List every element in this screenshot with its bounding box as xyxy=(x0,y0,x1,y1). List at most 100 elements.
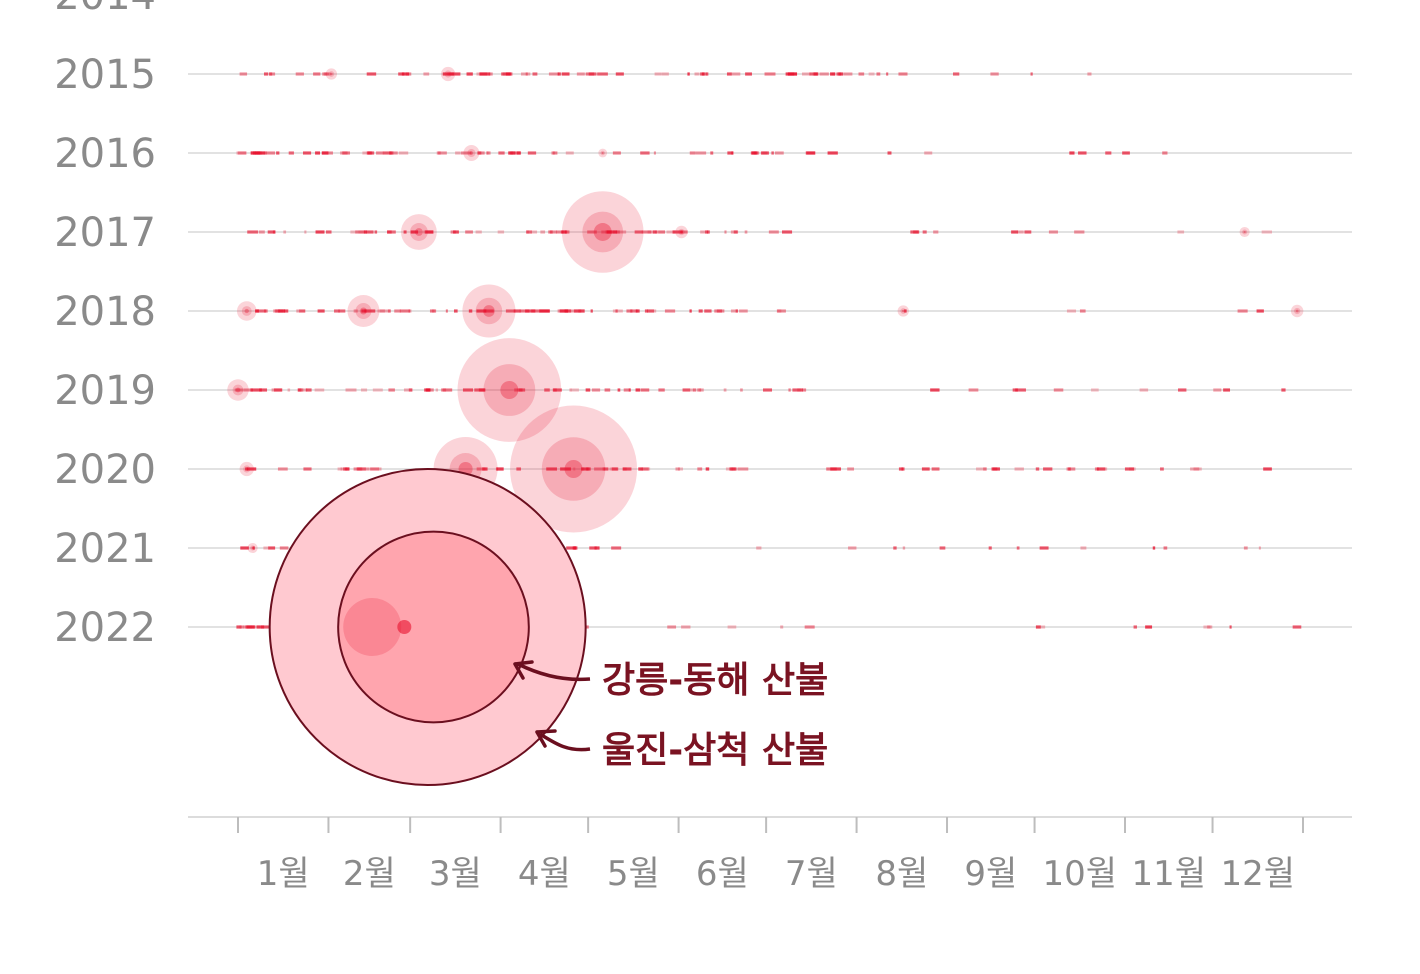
fire-speck xyxy=(1139,388,1149,392)
fire-speck xyxy=(739,309,748,313)
fire-speck xyxy=(546,467,557,471)
fire-speck xyxy=(288,151,294,155)
fire-speck xyxy=(323,72,332,76)
fire-speck xyxy=(279,546,289,550)
fire-speck xyxy=(1012,388,1018,392)
fire-speck xyxy=(1229,625,1232,629)
fire-speck xyxy=(617,388,621,392)
fire-speck xyxy=(678,467,683,471)
fire-speck xyxy=(1030,72,1033,76)
fire-speck xyxy=(893,546,897,550)
fire-bubble-center xyxy=(902,309,905,313)
fire-speck xyxy=(556,230,564,234)
month-label-8: 8월 xyxy=(875,854,928,894)
fire-speck xyxy=(259,388,268,392)
fire-speck xyxy=(236,151,246,155)
fire-speck xyxy=(482,467,488,471)
fire-speck xyxy=(244,625,254,629)
fire-bubble-core xyxy=(678,228,685,236)
fire-speck xyxy=(315,230,325,234)
month-axis: 1월 2월 3월 4월 5월 6월 7월 8월 9월 10월 11월 12월 xyxy=(188,816,1352,894)
fire-bubble-core xyxy=(541,437,606,501)
fire-speck xyxy=(1066,467,1076,471)
fire-speck xyxy=(435,388,439,392)
fire-speck xyxy=(729,467,736,471)
month-label-3: 3월 xyxy=(429,854,482,894)
fire-speck xyxy=(689,151,696,155)
fire-speck xyxy=(706,230,710,234)
fire-speck xyxy=(589,546,600,550)
fire-speck xyxy=(258,230,265,234)
fire-speck xyxy=(714,309,722,313)
fire-speck xyxy=(976,467,987,471)
fire-bubble-center xyxy=(483,305,495,317)
fire-speck xyxy=(362,151,371,155)
fire-speck xyxy=(731,467,737,471)
fire-speck xyxy=(239,625,243,629)
fire-bubble-core xyxy=(1242,229,1248,235)
fire-speck xyxy=(364,309,376,313)
fire-speck xyxy=(1292,625,1302,629)
fire-speck xyxy=(1035,625,1046,629)
fire-speck xyxy=(601,230,611,234)
fire-speck xyxy=(1053,388,1064,392)
fire-speck xyxy=(297,388,304,392)
fire-speck xyxy=(682,388,691,392)
fire-speck xyxy=(1017,230,1024,234)
fire-bubble-core xyxy=(232,384,244,396)
month-label-4: 4월 xyxy=(518,854,571,894)
fire-bubble-center xyxy=(397,620,412,634)
fire-speck xyxy=(1014,467,1024,471)
month-label-6: 6월 xyxy=(696,854,749,894)
fire-speck xyxy=(303,151,312,155)
fire-bubble-core xyxy=(582,211,624,253)
fire-speck xyxy=(314,388,325,392)
fire-speck xyxy=(478,388,486,392)
fire-speck xyxy=(622,467,632,471)
fire-speck xyxy=(486,151,491,155)
fire-speck xyxy=(1213,388,1222,392)
fire-speck xyxy=(724,230,727,234)
fire-speck xyxy=(843,72,853,76)
fire-speck xyxy=(1193,467,1202,471)
year-label-2017: 2017 xyxy=(54,210,156,256)
fire-speck xyxy=(788,388,791,392)
fire-speck xyxy=(1133,625,1137,629)
fire-speck xyxy=(501,72,511,76)
fire-bubble-center xyxy=(469,151,474,155)
fire-speck xyxy=(520,72,531,76)
fire-bubble-core xyxy=(444,70,452,78)
fire-speck xyxy=(374,230,378,234)
fire-speck xyxy=(792,388,803,392)
fire-bubble-2016 xyxy=(463,145,480,161)
fire-speck xyxy=(594,546,597,550)
fire-bubble-core xyxy=(1294,307,1301,315)
fire-bubble-2018 xyxy=(1290,304,1304,318)
fire-speck xyxy=(603,467,609,471)
fire-speck xyxy=(836,72,842,76)
fire-speck xyxy=(606,230,618,234)
fire-bubble-core xyxy=(475,297,503,325)
fire-speck xyxy=(571,388,579,392)
fire-speck xyxy=(727,151,734,155)
fire-speck xyxy=(573,467,576,471)
fire-speck xyxy=(602,467,606,471)
fire-speck xyxy=(557,309,569,313)
fire-speck xyxy=(847,467,855,471)
fire-speck xyxy=(466,72,473,76)
fire-speck xyxy=(612,151,621,155)
fire-speck xyxy=(278,309,286,313)
fire-speck xyxy=(526,230,529,234)
fire-speck xyxy=(1129,467,1136,471)
fire-speck xyxy=(353,309,358,313)
fire-speck xyxy=(990,72,999,76)
fire-speck xyxy=(658,388,665,392)
fire-speck xyxy=(505,72,512,76)
fire-speck xyxy=(694,72,699,76)
fire-speck xyxy=(1237,309,1248,313)
fire-speck xyxy=(275,309,280,313)
fire-speck xyxy=(710,151,714,155)
year-label-2014: 2014 xyxy=(54,0,156,19)
fire-speck xyxy=(952,72,960,76)
fire-speck xyxy=(983,467,987,471)
